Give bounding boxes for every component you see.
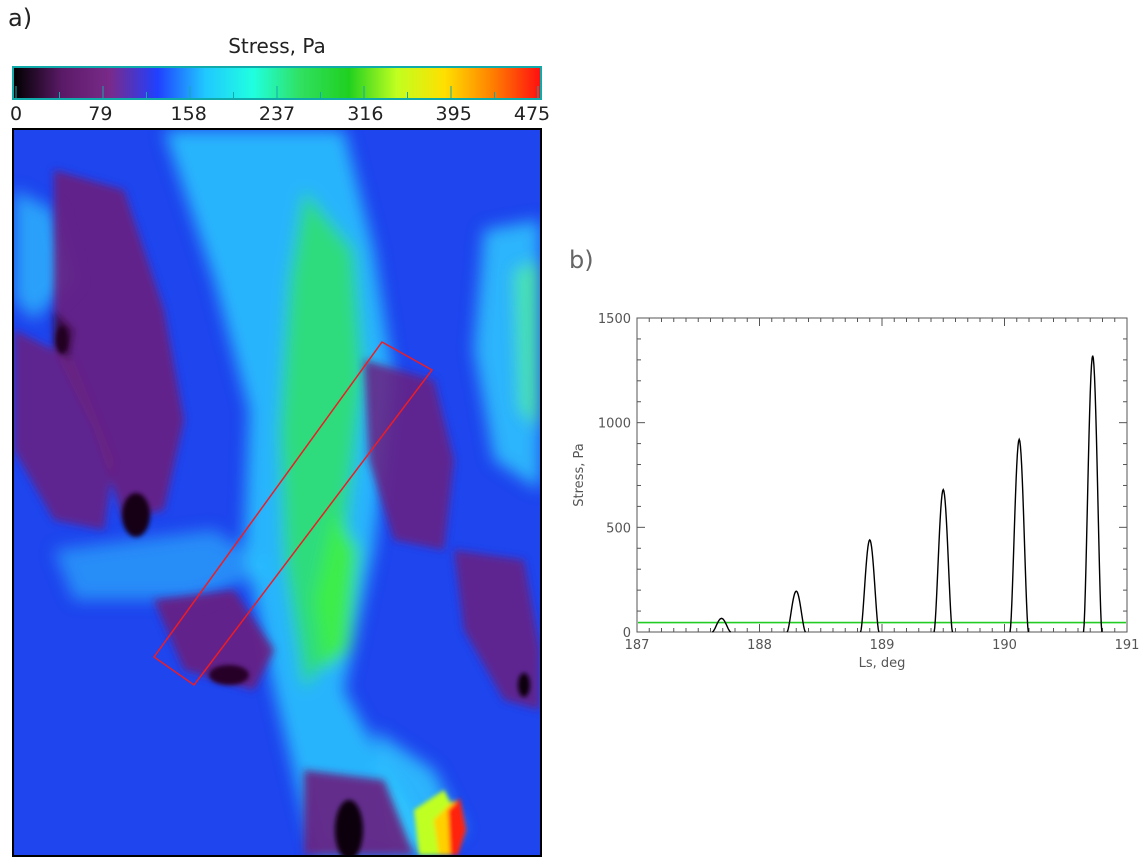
- colorbar-tick-label: 475: [513, 103, 551, 125]
- x-tick-label: 189: [870, 638, 895, 653]
- y-tick-label: 500: [606, 521, 631, 536]
- x-tick-label: 187: [625, 638, 650, 653]
- y-axis-label: Stress, Pa: [572, 443, 587, 506]
- selection-rectangle: [152, 341, 434, 687]
- colorbar-tick-label: 0: [9, 103, 23, 125]
- stress-series: [711, 355, 1103, 633]
- colorbar-tick-label: 79: [88, 103, 113, 125]
- colorbar-tick-label: 158: [170, 103, 207, 125]
- stress-peak: [1082, 355, 1103, 633]
- x-axis-label: Ls, deg: [859, 656, 906, 671]
- plot-frame: [636, 317, 1128, 633]
- stress-peak: [711, 617, 732, 633]
- panel-a-label: a): [8, 4, 33, 32]
- plot-axes: 187 188 189 190 191 0 500 1000 1500: [598, 312, 1140, 653]
- y-tick-label: 0: [623, 626, 631, 641]
- y-tick-label: 1000: [598, 417, 631, 432]
- stress-map-image: [14, 130, 540, 855]
- colorbar-tick-label: 316: [347, 103, 384, 125]
- plot-marks: [638, 355, 1126, 633]
- x-tick-label: 188: [747, 638, 772, 653]
- stress-peak: [786, 590, 807, 633]
- colorbar: [12, 66, 542, 100]
- stress-map: [12, 128, 542, 857]
- x-tick-label: 191: [1115, 638, 1140, 653]
- stress-peak: [1009, 437, 1030, 633]
- y-tick-label: 1500: [598, 312, 631, 327]
- colorbar-tick-marks: [15, 86, 539, 98]
- stress-peak: [933, 488, 954, 633]
- panel-b-label: b): [569, 246, 594, 274]
- colorbar-tick-label: 237: [258, 103, 296, 125]
- colorbar-tick-label: 395: [435, 103, 472, 125]
- colorbar-title: Stress, Pa: [228, 34, 326, 58]
- x-tick-label: 190: [992, 638, 1017, 653]
- stress-peak: [859, 538, 880, 633]
